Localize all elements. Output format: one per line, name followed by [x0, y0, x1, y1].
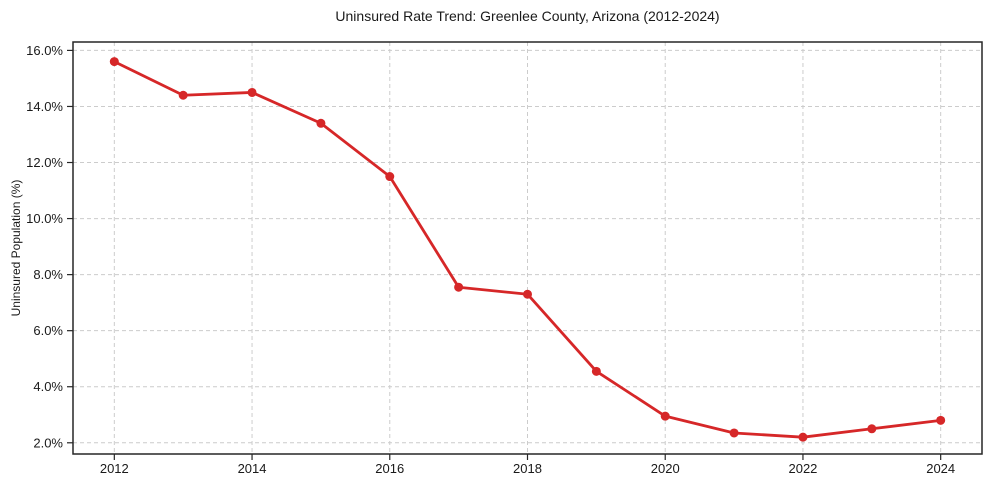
- y-tick-label: 16.0%: [26, 43, 63, 58]
- data-point-2018: [523, 289, 532, 299]
- x-tick-label: 2020: [651, 461, 680, 476]
- data-point-2024: [936, 415, 946, 425]
- data-point-2021: [729, 428, 739, 438]
- data-point-2016: [385, 172, 395, 182]
- x-tick-label: 2022: [788, 461, 817, 476]
- y-tick-label: 6.0%: [33, 323, 63, 338]
- x-tick-label: 2018: [513, 461, 542, 476]
- data-point-2015: [316, 118, 326, 128]
- x-tick-label: 2016: [375, 461, 404, 476]
- chart-title: Uninsured Rate Trend: Greenlee County, A…: [335, 8, 720, 24]
- data-point-2013: [178, 90, 188, 100]
- y-tick-label: 4.0%: [33, 379, 63, 394]
- data-point-2019: [591, 366, 601, 376]
- plot-border: [72, 41, 983, 455]
- y-tick-label: 10.0%: [26, 211, 63, 226]
- x-tick-label: 2014: [238, 461, 267, 476]
- x-tick-label: 2012: [100, 461, 129, 476]
- y-tick-label: 14.0%: [26, 99, 63, 114]
- data-point-2023: [867, 424, 877, 434]
- data-point-2012: [109, 57, 119, 67]
- y-tick-label: 8.0%: [33, 267, 63, 282]
- y-tick-label: 2.0%: [33, 435, 63, 450]
- y-tick-label: 12.0%: [26, 155, 63, 170]
- data-point-2022: [798, 432, 808, 442]
- data-point-2020: [660, 411, 670, 421]
- x-tick-label: 2024: [926, 461, 955, 476]
- data-point-2014: [247, 87, 257, 97]
- data-point-2017: [454, 282, 464, 292]
